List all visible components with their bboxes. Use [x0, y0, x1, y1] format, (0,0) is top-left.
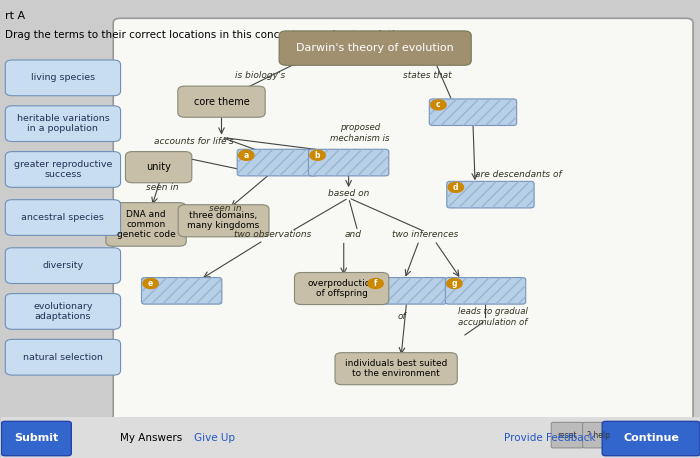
Text: b: b — [315, 151, 321, 160]
Text: rt A: rt A — [5, 11, 25, 22]
Text: e: e — [148, 279, 153, 288]
FancyBboxPatch shape — [113, 18, 693, 421]
FancyBboxPatch shape — [551, 422, 583, 448]
Text: heritable variations
in a population: heritable variations in a population — [17, 114, 109, 133]
Text: seen in: seen in — [209, 204, 242, 213]
FancyBboxPatch shape — [295, 273, 388, 305]
Text: and: and — [344, 230, 361, 239]
Text: states that: states that — [403, 71, 452, 80]
Text: a: a — [244, 151, 249, 160]
FancyBboxPatch shape — [141, 278, 222, 304]
FancyBboxPatch shape — [309, 149, 388, 176]
Text: proposed
mechanism is: proposed mechanism is — [330, 123, 390, 142]
Text: two inferences: two inferences — [391, 230, 458, 239]
FancyBboxPatch shape — [106, 202, 186, 246]
FancyBboxPatch shape — [602, 421, 700, 456]
Text: natural selection: natural selection — [23, 353, 103, 362]
Text: of: of — [398, 311, 406, 321]
Text: individuals best suited
to the environment: individuals best suited to the environme… — [345, 359, 447, 378]
Text: f: f — [374, 279, 377, 288]
FancyBboxPatch shape — [6, 339, 120, 375]
Text: Darwin's theory of evolution: Darwin's theory of evolution — [296, 43, 454, 53]
Text: are descendants of: are descendants of — [475, 170, 561, 180]
FancyBboxPatch shape — [335, 353, 457, 385]
Text: is biology's: is biology's — [234, 71, 285, 80]
Text: d: d — [453, 183, 459, 192]
Text: seen in: seen in — [146, 183, 178, 192]
Text: core theme: core theme — [194, 97, 249, 107]
Text: ? help: ? help — [587, 431, 610, 440]
Circle shape — [143, 278, 158, 289]
FancyBboxPatch shape — [279, 31, 471, 65]
FancyBboxPatch shape — [6, 248, 120, 284]
FancyBboxPatch shape — [6, 152, 120, 187]
Text: Continue: Continue — [623, 433, 679, 443]
Text: three domains,
many kingdoms: three domains, many kingdoms — [188, 211, 260, 230]
Text: overproduction
of offspring: overproduction of offspring — [307, 279, 376, 298]
Text: c: c — [436, 100, 441, 109]
FancyBboxPatch shape — [6, 200, 120, 235]
FancyBboxPatch shape — [429, 99, 517, 125]
FancyBboxPatch shape — [125, 152, 192, 183]
FancyBboxPatch shape — [6, 106, 120, 142]
Text: Drag the terms to their correct locations in this concept map about evolution.: Drag the terms to their correct location… — [5, 30, 412, 40]
Circle shape — [310, 150, 326, 160]
Text: reset: reset — [557, 431, 577, 440]
Circle shape — [239, 150, 254, 160]
Text: DNA and
common
genetic code: DNA and common genetic code — [117, 209, 176, 240]
Text: diversity: diversity — [43, 261, 83, 270]
Text: Give Up: Give Up — [193, 433, 234, 443]
FancyBboxPatch shape — [1, 417, 700, 458]
Circle shape — [430, 100, 446, 110]
Text: two observations: two observations — [234, 230, 312, 239]
Text: greater reproductive
success: greater reproductive success — [14, 160, 112, 179]
Text: based on: based on — [328, 189, 370, 198]
FancyBboxPatch shape — [366, 278, 447, 304]
FancyBboxPatch shape — [445, 278, 526, 304]
Text: leads to gradual
accumulation of: leads to gradual accumulation of — [458, 307, 528, 327]
FancyBboxPatch shape — [178, 86, 265, 117]
FancyBboxPatch shape — [582, 422, 615, 448]
Text: g: g — [452, 279, 457, 288]
Text: accounts for life's: accounts for life's — [155, 137, 234, 147]
Text: Provide Feedback: Provide Feedback — [505, 433, 596, 443]
Circle shape — [448, 182, 463, 192]
Circle shape — [447, 278, 462, 289]
Text: My Answers: My Answers — [120, 433, 183, 443]
FancyBboxPatch shape — [178, 205, 269, 237]
Text: living species: living species — [31, 73, 95, 82]
Text: evolutionary
adaptations: evolutionary adaptations — [33, 302, 92, 321]
Circle shape — [368, 278, 383, 289]
FancyBboxPatch shape — [447, 181, 534, 208]
Text: unity: unity — [146, 162, 171, 172]
FancyBboxPatch shape — [1, 421, 71, 456]
Text: Submit: Submit — [14, 433, 59, 443]
FancyBboxPatch shape — [237, 149, 318, 176]
Text: ancestral species: ancestral species — [22, 213, 104, 222]
FancyBboxPatch shape — [6, 294, 120, 329]
FancyBboxPatch shape — [6, 60, 120, 96]
